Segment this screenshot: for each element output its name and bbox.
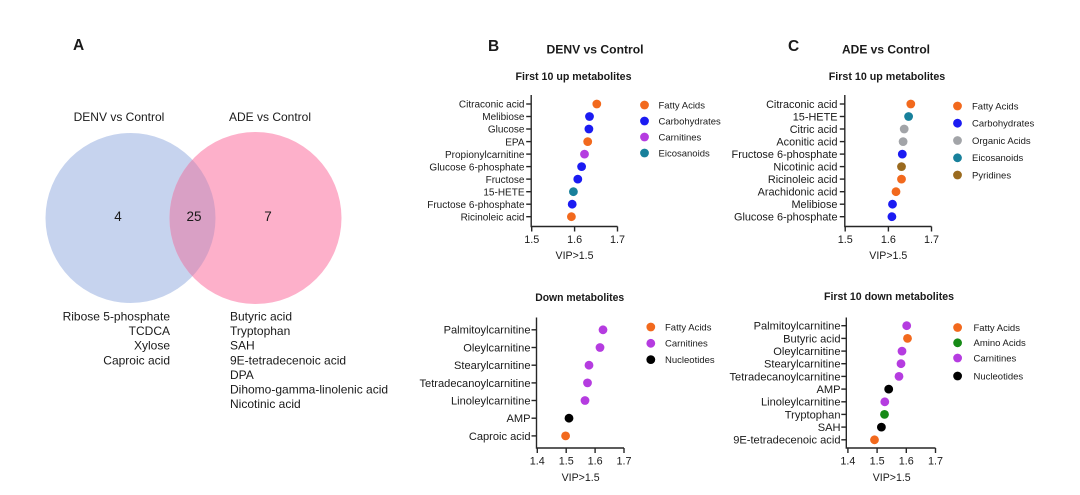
svg-text:VIP>1.5: VIP>1.5 [873,472,911,484]
svg-text:Carbohydrates: Carbohydrates [659,116,722,127]
svg-text:Ricinoleic acid: Ricinoleic acid [768,174,838,186]
svg-text:Nucleotides: Nucleotides [974,371,1024,382]
svg-text:DENV vs Control: DENV vs Control [74,110,165,124]
svg-text:Fatty Acids: Fatty Acids [972,101,1019,112]
svg-text:25: 25 [186,209,201,224]
svg-text:Citraconic acid: Citraconic acid [766,99,837,111]
svg-text:Glucose 6-phosphate: Glucose 6-phosphate [429,162,525,173]
svg-text:Carbohydrates: Carbohydrates [972,119,1035,130]
svg-text:Propionylcarnitine: Propionylcarnitine [445,150,525,161]
svg-text:AMP: AMP [816,384,840,396]
svg-text:Fatty Acids: Fatty Acids [665,322,712,333]
svg-text:Melibiose: Melibiose [791,199,837,211]
svg-text:Nicotinic acid: Nicotinic acid [773,162,837,174]
svg-text:1.5: 1.5 [870,456,885,468]
svg-text:Down metabolites: Down metabolites [535,292,624,304]
svg-text:Carnitines: Carnitines [974,353,1017,364]
svg-text:Melibiose: Melibiose [482,112,525,123]
svg-text:15-HETE: 15-HETE [793,111,838,123]
svg-text:First 10 up metabolites: First 10 up metabolites [829,71,946,83]
svg-text:1.7: 1.7 [924,234,939,246]
svg-text:1.7: 1.7 [928,456,943,468]
svg-text:Stearylcarnitine: Stearylcarnitine [764,359,840,371]
svg-text:1.4: 1.4 [530,456,545,468]
svg-text:Citraconic acid: Citraconic acid [459,100,525,111]
svg-text:Tryptophan: Tryptophan [230,324,290,338]
svg-text:Carnitines: Carnitines [659,132,702,143]
svg-text:Arachidonic acid: Arachidonic acid [758,187,838,199]
svg-text:9E-tetradecenoic acid: 9E-tetradecenoic acid [733,435,840,447]
svg-text:B: B [488,38,499,55]
svg-text:1.5: 1.5 [838,234,853,246]
svg-text:9E-tetradecenoic acid: 9E-tetradecenoic acid [230,353,346,367]
svg-text:Pyridines: Pyridines [972,170,1011,181]
svg-text:Linoleylcarnitine: Linoleylcarnitine [451,395,531,407]
svg-text:DPA: DPA [230,368,254,382]
svg-text:Butyric acid: Butyric acid [783,333,840,345]
svg-text:Palmitoylcarnitine: Palmitoylcarnitine [444,325,531,337]
svg-text:Fatty Acids: Fatty Acids [659,100,706,111]
svg-text:Eicosanoids: Eicosanoids [659,148,710,159]
svg-text:Carnitines: Carnitines [665,339,708,350]
svg-text:Stearylcarnitine: Stearylcarnitine [454,360,530,372]
svg-text:Fructose 6-phosphate: Fructose 6-phosphate [732,149,838,161]
svg-text:Ricinoleic acid: Ricinoleic acid [461,212,525,223]
svg-text:Fructose 6-phosphate: Fructose 6-phosphate [427,200,525,211]
svg-text:1.5: 1.5 [524,234,539,246]
svg-text:Glucose 6-phosphate: Glucose 6-phosphate [734,212,838,224]
svg-text:C: C [788,38,799,55]
svg-text:1.7: 1.7 [616,456,631,468]
svg-text:1.6: 1.6 [899,456,914,468]
svg-text:VIP>1.5: VIP>1.5 [562,472,600,484]
svg-text:Tryptophan: Tryptophan [785,409,841,421]
svg-text:Eicosanoids: Eicosanoids [972,153,1023,164]
svg-text:SAH: SAH [230,339,255,353]
svg-text:4: 4 [114,209,122,224]
svg-text:Tetradecanoylcarnitine: Tetradecanoylcarnitine [419,378,530,390]
svg-text:ADE vs Control: ADE vs Control [229,110,311,124]
svg-text:SAH: SAH [818,422,841,434]
svg-text:Caproic acid: Caproic acid [103,353,170,367]
svg-text:VIP>1.5: VIP>1.5 [556,250,594,262]
svg-text:Palmitoylcarnitine: Palmitoylcarnitine [754,321,841,333]
svg-text:Ribose 5-phosphate: Ribose 5-phosphate [63,310,171,324]
svg-text:7: 7 [264,209,272,224]
svg-text:EPA: EPA [505,137,525,148]
svg-text:A: A [73,37,84,54]
svg-text:First 10 up metabolites: First 10 up metabolites [516,71,632,83]
svg-text:Aconitic acid: Aconitic acid [776,137,837,149]
svg-text:Tetradecanoylcarnitine: Tetradecanoylcarnitine [729,371,840,383]
svg-text:Fatty Acids: Fatty Acids [974,323,1021,334]
svg-text:15-HETE: 15-HETE [483,187,524,198]
svg-text:AMP: AMP [506,413,530,425]
svg-text:ADE vs Control: ADE vs Control [842,43,930,57]
svg-text:1.7: 1.7 [610,234,625,246]
svg-text:VIP>1.5: VIP>1.5 [869,250,907,262]
svg-text:Oleylcarnitine: Oleylcarnitine [773,346,840,358]
svg-text:Oleylcarnitine: Oleylcarnitine [463,342,530,354]
svg-text:Nicotinic acid: Nicotinic acid [230,397,301,411]
svg-text:1.6: 1.6 [567,234,582,246]
svg-text:Nucleotides: Nucleotides [665,355,715,366]
svg-text:Dihomo-gamma-linolenic acid: Dihomo-gamma-linolenic acid [230,383,388,397]
svg-text:First 10 down metabolites: First 10 down metabolites [824,291,954,303]
svg-text:Amino Acids: Amino Acids [974,338,1027,349]
svg-text:1.4: 1.4 [840,456,855,468]
svg-text:TCDCA: TCDCA [129,324,170,338]
svg-text:Citric acid: Citric acid [790,124,838,136]
svg-text:Butyric acid: Butyric acid [230,310,292,324]
svg-text:Fructose: Fructose [486,175,525,186]
svg-text:Linoleylcarnitine: Linoleylcarnitine [761,397,841,409]
svg-text:1.6: 1.6 [881,234,896,246]
svg-text:DENV vs Control: DENV vs Control [547,43,644,57]
svg-text:Organic Acids: Organic Acids [972,136,1031,147]
svg-text:1.5: 1.5 [559,456,574,468]
svg-text:Glucose: Glucose [488,125,525,136]
svg-text:1.6: 1.6 [588,456,603,468]
svg-text:Caproic acid: Caproic acid [469,431,531,443]
svg-text:Xylose: Xylose [134,339,170,353]
